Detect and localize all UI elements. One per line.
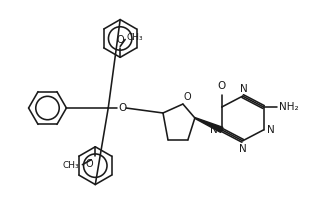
Text: O: O bbox=[218, 81, 226, 91]
Text: N: N bbox=[239, 144, 247, 154]
Text: N: N bbox=[266, 125, 274, 135]
Text: O: O bbox=[116, 36, 124, 46]
Text: N: N bbox=[240, 84, 248, 94]
Text: O: O bbox=[184, 92, 191, 102]
Text: CH₃: CH₃ bbox=[126, 33, 143, 42]
Text: CH₃: CH₃ bbox=[63, 161, 79, 170]
Polygon shape bbox=[195, 118, 223, 133]
Text: O: O bbox=[86, 159, 93, 169]
Text: O: O bbox=[118, 103, 126, 113]
Text: NH₂: NH₂ bbox=[280, 102, 299, 112]
Text: N: N bbox=[210, 125, 218, 135]
